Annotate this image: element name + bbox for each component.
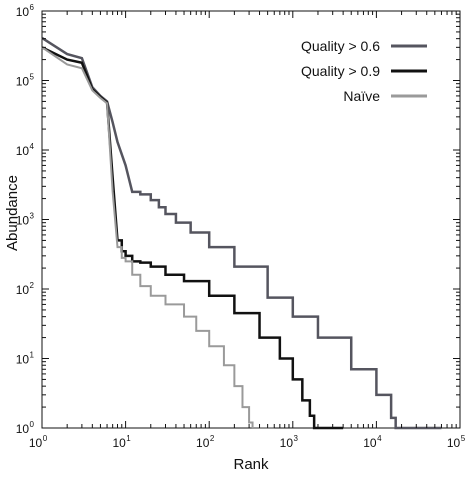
plot-frame bbox=[41, 10, 461, 429]
series-line-quality-0-6 bbox=[41, 36, 442, 430]
legend-label-quality-0-9: Quality > 0.9 bbox=[301, 63, 380, 79]
x-tick-label: 102 bbox=[196, 434, 215, 450]
y-tick-label: 105 bbox=[16, 73, 35, 89]
x-tick-label: 100 bbox=[29, 434, 48, 450]
x-axis-label: Rank bbox=[233, 456, 269, 473]
legend-label-quality-0-6: Quality > 0.6 bbox=[301, 38, 380, 54]
y-tick-label: 103 bbox=[16, 212, 35, 228]
x-tick-label: 105 bbox=[447, 434, 466, 450]
y-tick-label: 102 bbox=[16, 281, 35, 297]
series-line-na-ve bbox=[41, 46, 275, 429]
x-tick-label: 101 bbox=[112, 434, 131, 450]
x-tick-label: 104 bbox=[363, 434, 382, 450]
y-axis-label: Abundance bbox=[4, 175, 21, 251]
legend: Quality > 0.6 Quality > 0.9 Naïve bbox=[301, 38, 427, 104]
y-tick-label: 104 bbox=[16, 142, 35, 158]
y-tick-label: 106 bbox=[16, 3, 35, 19]
x-tick-label: 103 bbox=[280, 434, 299, 450]
series-line-quality-0-9 bbox=[41, 46, 344, 430]
y-tick-label: 100 bbox=[16, 420, 35, 436]
y-tick-label: 101 bbox=[16, 351, 35, 367]
legend-label-na-ve: Naïve bbox=[343, 88, 380, 104]
